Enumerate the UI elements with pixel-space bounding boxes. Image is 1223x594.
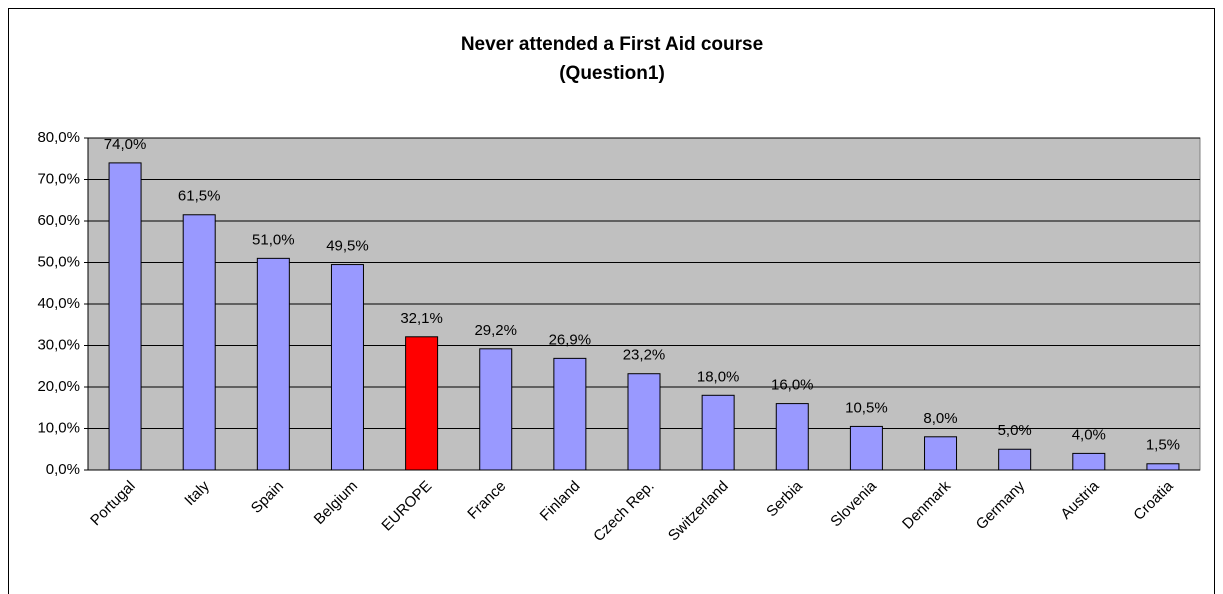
bar bbox=[924, 436, 958, 471]
y-tick-label: 50,0% bbox=[37, 253, 80, 270]
y-tick-label: 0,0% bbox=[46, 461, 80, 478]
data-label: 29,2% bbox=[474, 322, 517, 339]
bar bbox=[775, 403, 809, 471]
y-tick-label: 10,0% bbox=[37, 419, 80, 436]
y-tick-label: 40,0% bbox=[37, 295, 80, 312]
y-tick-label: 30,0% bbox=[37, 336, 80, 353]
bar bbox=[998, 448, 1032, 471]
bar bbox=[330, 264, 364, 471]
bar bbox=[553, 357, 587, 471]
bar bbox=[1146, 463, 1180, 471]
chart-title: Never attended a First Aid course bbox=[461, 34, 763, 55]
y-tick-label: 70,0% bbox=[37, 170, 80, 187]
data-label: 4,0% bbox=[1072, 426, 1106, 443]
bar bbox=[479, 348, 513, 471]
data-label: 18,0% bbox=[697, 368, 740, 385]
data-label: 5,0% bbox=[998, 422, 1032, 439]
data-label: 1,5% bbox=[1146, 437, 1180, 454]
bar bbox=[627, 373, 661, 471]
bar bbox=[256, 257, 290, 471]
y-tick-label: 20,0% bbox=[37, 378, 80, 395]
data-label: 8,0% bbox=[923, 410, 957, 427]
data-label: 51,0% bbox=[252, 231, 295, 248]
data-label: 16,0% bbox=[771, 377, 814, 394]
data-label: 10,5% bbox=[845, 399, 888, 416]
bar bbox=[182, 214, 216, 471]
y-tick-label: 60,0% bbox=[37, 212, 80, 229]
bar bbox=[108, 162, 142, 471]
data-label: 74,0% bbox=[104, 136, 147, 153]
data-label: 49,5% bbox=[326, 238, 369, 255]
bar bbox=[1072, 452, 1106, 471]
bar bbox=[405, 336, 439, 471]
data-label: 26,9% bbox=[549, 331, 592, 348]
y-tick-label: 80,0% bbox=[37, 129, 80, 146]
chart-subtitle: (Question1) bbox=[559, 63, 665, 84]
data-label: 61,5% bbox=[178, 188, 221, 205]
bar bbox=[849, 425, 883, 471]
data-label: 32,1% bbox=[400, 310, 443, 327]
data-label: 23,2% bbox=[623, 347, 666, 364]
bar bbox=[701, 394, 735, 471]
